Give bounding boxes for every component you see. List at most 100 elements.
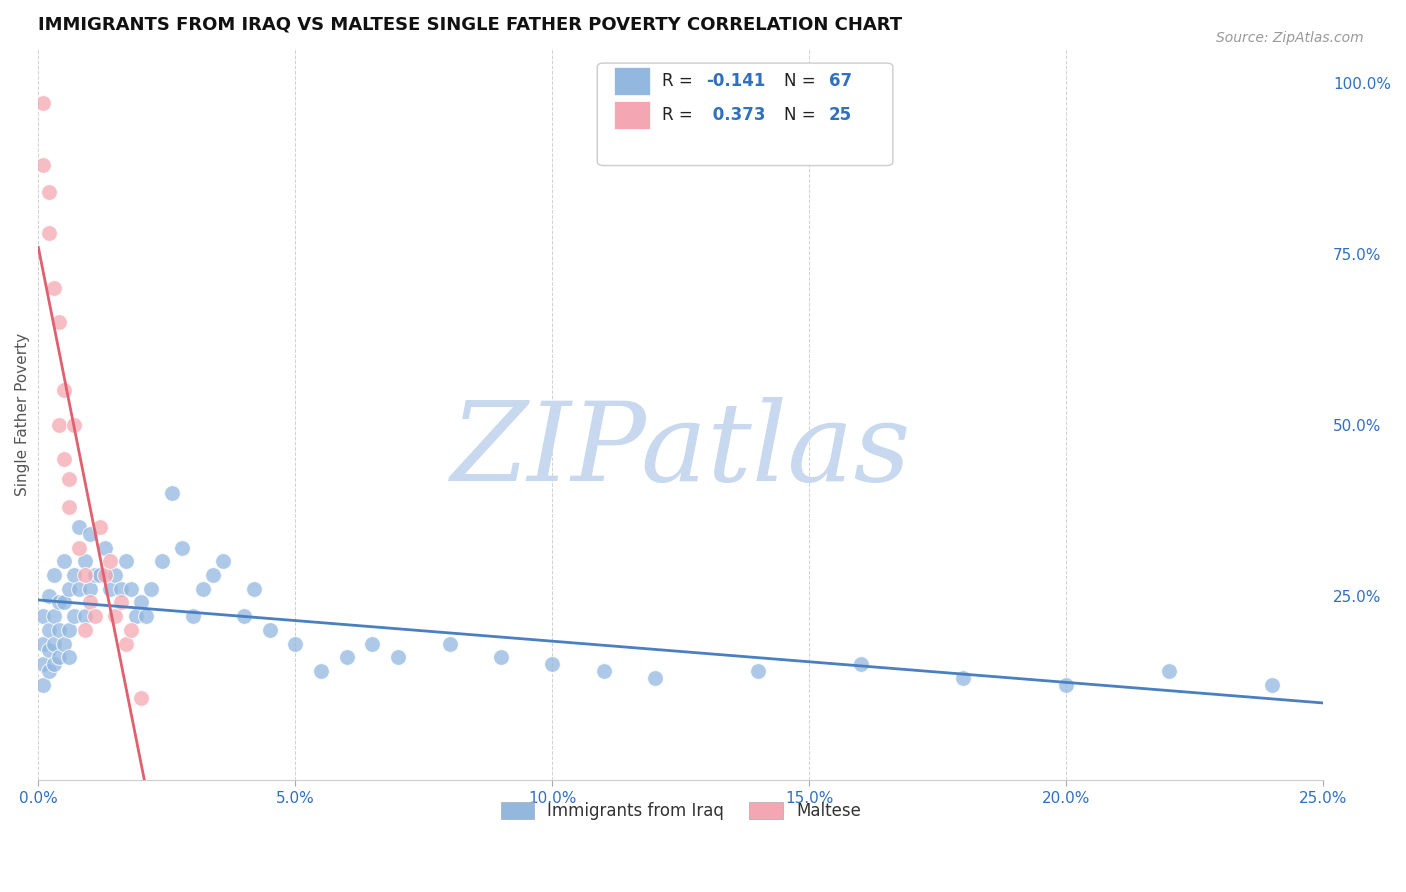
Point	[489, 650, 512, 665]
Point	[63, 568, 86, 582]
Point	[135, 609, 157, 624]
Text: 67: 67	[828, 71, 852, 90]
Point	[58, 650, 80, 665]
Point	[83, 609, 105, 624]
Point	[114, 554, 136, 568]
Point	[38, 664, 60, 678]
Point	[48, 417, 70, 432]
Point	[98, 582, 121, 596]
Text: Source: ZipAtlas.com: Source: ZipAtlas.com	[1216, 31, 1364, 45]
Point	[747, 664, 769, 678]
Point	[42, 568, 65, 582]
Y-axis label: Single Father Poverty: Single Father Poverty	[15, 333, 30, 496]
Point	[104, 568, 127, 582]
Point	[38, 185, 60, 199]
Point	[58, 500, 80, 514]
Point	[172, 541, 194, 555]
Point	[212, 554, 235, 568]
Point	[58, 582, 80, 596]
Point	[63, 609, 86, 624]
Point	[592, 664, 614, 678]
Text: R =: R =	[662, 71, 697, 90]
Point	[69, 582, 91, 596]
Point	[1054, 677, 1077, 691]
Point	[32, 677, 55, 691]
Point	[232, 609, 254, 624]
Point	[284, 636, 307, 650]
Point	[98, 554, 121, 568]
Point	[69, 520, 91, 534]
Point	[439, 636, 461, 650]
Point	[53, 451, 76, 466]
Point	[79, 527, 101, 541]
Point	[387, 650, 409, 665]
Point	[94, 568, 117, 582]
Point	[38, 226, 60, 240]
Point	[73, 623, 96, 637]
Point	[32, 636, 55, 650]
Point	[129, 595, 152, 609]
Point	[110, 595, 132, 609]
Point	[114, 636, 136, 650]
Point	[79, 582, 101, 596]
Point	[73, 609, 96, 624]
Text: 0.373: 0.373	[706, 106, 765, 124]
Point	[42, 657, 65, 671]
Point	[63, 417, 86, 432]
Point	[32, 609, 55, 624]
Point	[38, 643, 60, 657]
Point	[58, 472, 80, 486]
Point	[644, 671, 666, 685]
Point	[541, 657, 564, 671]
Point	[160, 486, 183, 500]
Point	[336, 650, 359, 665]
Point	[48, 315, 70, 329]
Point	[73, 568, 96, 582]
Point	[73, 554, 96, 568]
FancyBboxPatch shape	[598, 63, 893, 166]
Point	[83, 568, 105, 582]
FancyBboxPatch shape	[614, 101, 650, 129]
Point	[952, 671, 974, 685]
Point	[48, 595, 70, 609]
Point	[849, 657, 872, 671]
Point	[129, 691, 152, 706]
Point	[191, 582, 214, 596]
Point	[202, 568, 225, 582]
Point	[125, 609, 148, 624]
Point	[79, 595, 101, 609]
Point	[38, 623, 60, 637]
Point	[1261, 677, 1284, 691]
FancyBboxPatch shape	[614, 67, 650, 95]
Point	[32, 158, 55, 172]
Point	[89, 520, 111, 534]
Point	[104, 609, 127, 624]
Text: N =: N =	[783, 71, 821, 90]
Point	[94, 541, 117, 555]
Point	[53, 384, 76, 398]
Point	[58, 623, 80, 637]
Point	[309, 664, 332, 678]
Point	[53, 636, 76, 650]
Text: N =: N =	[783, 106, 821, 124]
Legend: Immigrants from Iraq, Maltese: Immigrants from Iraq, Maltese	[494, 796, 868, 827]
Point	[48, 650, 70, 665]
Point	[69, 541, 91, 555]
Point	[110, 582, 132, 596]
Point	[32, 657, 55, 671]
Point	[53, 554, 76, 568]
Point	[38, 589, 60, 603]
Point	[53, 595, 76, 609]
Point	[120, 582, 142, 596]
Point	[42, 609, 65, 624]
Point	[42, 281, 65, 295]
Text: ZIPatlas: ZIPatlas	[450, 397, 911, 505]
Point	[48, 623, 70, 637]
Point	[243, 582, 266, 596]
Point	[150, 554, 173, 568]
Point	[89, 568, 111, 582]
Text: 25: 25	[828, 106, 852, 124]
Text: R =: R =	[662, 106, 697, 124]
Point	[361, 636, 384, 650]
Point	[32, 96, 55, 111]
